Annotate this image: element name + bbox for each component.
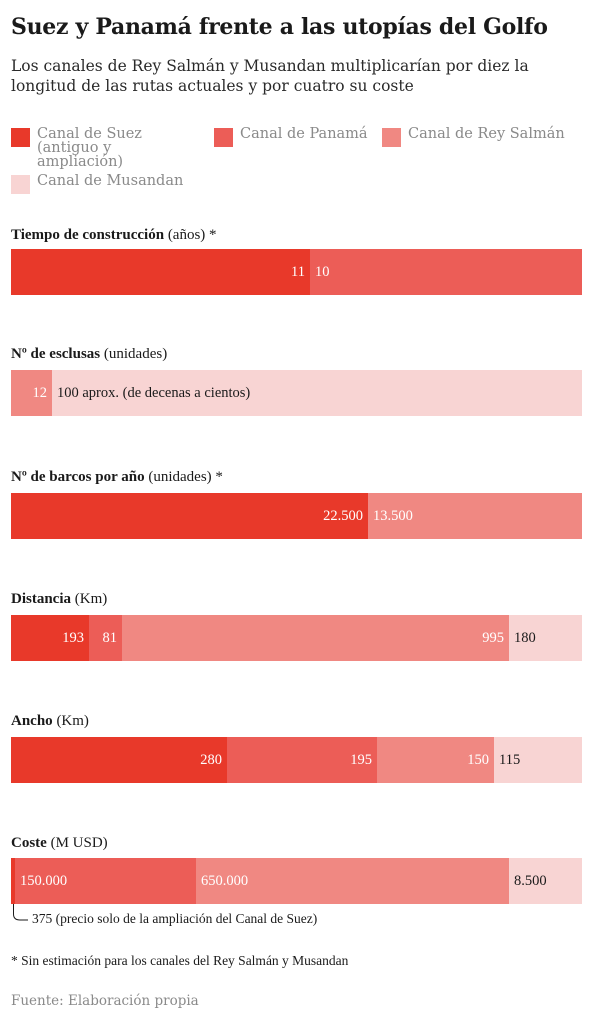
bar-distancia: 193 81 995 180 bbox=[11, 615, 582, 661]
bar-segment-canal-de-suez-antiguo-y-ampliacion bbox=[11, 858, 15, 904]
legend-swatch bbox=[11, 175, 30, 194]
bar-value-label: 150.000 bbox=[20, 873, 68, 889]
annotation-suez-cost: 375 (precio solo de la ampliación del Ca… bbox=[32, 911, 318, 926]
legend-swatch bbox=[382, 128, 401, 147]
legend-item-suez: Canal de Suez (antiguo y ampliación) bbox=[11, 127, 201, 169]
section-title-ancho: Ancho (Km) bbox=[11, 713, 89, 729]
bar-segment-canal-de-musandan bbox=[509, 615, 582, 661]
source-note: Fuente: Elaboración propia bbox=[11, 993, 199, 1009]
bar-segment-canal-de-rey-salman bbox=[11, 370, 52, 416]
bar-value-label: 12 bbox=[32, 385, 48, 401]
bar-value-label: 22.500 bbox=[323, 508, 363, 524]
bar-segment-canal-de-suez-antiguo-y-ampliacion bbox=[11, 737, 227, 783]
section-title-construccion: Tiempo de construcción (años) * bbox=[11, 227, 217, 243]
legend-item-musandan: Canal de Musandan bbox=[11, 174, 183, 194]
bar-segment-canal-de-panama bbox=[15, 858, 196, 904]
legend-label: Canal de Rey Salmán bbox=[408, 126, 565, 142]
bar-value-label: 100 aprox. (de decenas a cientos) bbox=[57, 385, 251, 401]
bar-value-label: 193 bbox=[62, 630, 84, 646]
section-title-coste: Coste (M USD) bbox=[11, 835, 108, 851]
bar-coste: 150.000 650.000 8.500 bbox=[11, 858, 582, 904]
legend-label: Canal de Panamá bbox=[240, 126, 368, 142]
section-title-esclusas: Nº de esclusas (unidades) bbox=[11, 346, 168, 362]
legend-item-panama: Canal de Panamá bbox=[214, 127, 368, 147]
legend-label: Canal de Suez (antiguo y ampliación) bbox=[37, 126, 142, 170]
bar-segment-canal-de-musandan bbox=[494, 737, 582, 783]
bar-value-label: 11 bbox=[291, 264, 305, 280]
bar-value-label: 13.500 bbox=[373, 508, 413, 524]
bar-segment-canal-de-panama bbox=[310, 249, 582, 295]
section-title-distancia: Distancia (Km) bbox=[11, 591, 108, 607]
legend-swatch bbox=[214, 128, 233, 147]
bar-ancho: 280 195 150 115 bbox=[11, 737, 582, 783]
section-title-barcos: Nº de barcos por año (unidades) * bbox=[11, 469, 223, 485]
bar-segment-canal-de-rey-salman bbox=[377, 737, 494, 783]
bar-barcos: 22.500 13.500 bbox=[11, 493, 582, 539]
bar-construccion: 11 10 bbox=[11, 249, 582, 295]
bar-value-label: 81 bbox=[102, 630, 118, 646]
bar-segment-canal-de-suez-antiguo-y-ampliacion bbox=[11, 249, 310, 295]
legend-swatch bbox=[11, 128, 30, 147]
footnote: * Sin estimación para los canales del Re… bbox=[11, 953, 349, 968]
bar-value-label: 115 bbox=[499, 752, 521, 768]
bar-value-label: 995 bbox=[482, 630, 504, 646]
legend-label: Canal de Musandan bbox=[37, 173, 184, 189]
bar-value-label: 650.000 bbox=[201, 873, 249, 889]
bar-segment-canal-de-suez-antiguo-y-ampliacion bbox=[11, 493, 368, 539]
chart-subtitle: Los canales de Rey Salmán y Musandan mul… bbox=[11, 57, 529, 95]
bar-segment-canal-de-rey-salman bbox=[368, 493, 582, 539]
bar-segment-canal-de-musandan bbox=[52, 370, 582, 416]
bar-segment-canal-de-panama bbox=[89, 615, 122, 661]
bar-segment-canal-de-panama bbox=[227, 737, 377, 783]
bar-segment-canal-de-rey-salman bbox=[122, 615, 509, 661]
bar-esclusas: 12 100 aprox. (de decenas a cientos) bbox=[11, 370, 582, 416]
bar-segment-canal-de-suez-antiguo-y-ampliacion bbox=[11, 615, 89, 661]
bar-segment-canal-de-rey-salman bbox=[196, 858, 509, 904]
chart-title: Suez y Panamá frente a las utopías del G… bbox=[11, 14, 548, 40]
bar-value-label: 8.500 bbox=[514, 873, 547, 889]
bar-segment-canal-de-musandan bbox=[509, 858, 582, 904]
bar-value-label: 180 bbox=[514, 630, 536, 646]
legend-item-rey-salman: Canal de Rey Salmán bbox=[382, 127, 565, 147]
bar-value-label: 195 bbox=[350, 752, 372, 768]
bar-value-label: 10 bbox=[315, 264, 330, 280]
bar-value-label: 280 bbox=[200, 752, 222, 768]
bar-value-label: 150 bbox=[467, 752, 489, 768]
